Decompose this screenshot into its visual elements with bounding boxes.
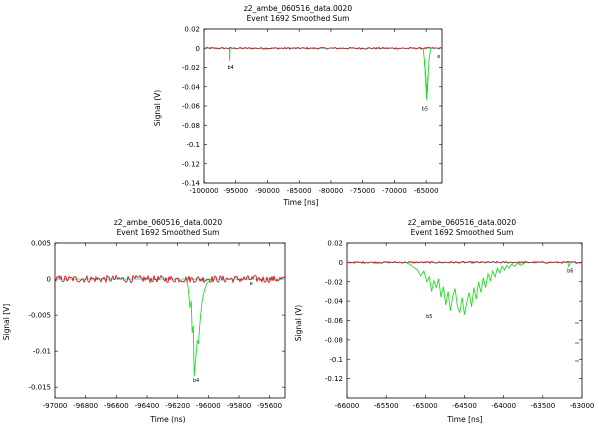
x-tick-label-bottom-left: -97000 [43, 402, 68, 410]
y-tick-label-bottom-left: -0.015 [28, 384, 51, 392]
chart-panel-top: z2_ambe_060516_data.0020 Event 1692 Smoo… [153, 4, 352, 207]
x-axis-label-bottom-left: Time (ns) [149, 415, 185, 424]
annotation-label-top: e [437, 54, 440, 60]
x-tick-label-top: -75000 [350, 187, 375, 195]
x-tick-label-bottom-left: -96000 [196, 402, 221, 410]
x-tick-label-top: -70000 [382, 187, 407, 195]
y-tick-label-bottom-left: -0.005 [28, 312, 51, 320]
annotation-label-bottom-right: b5 [426, 314, 432, 320]
y-tick-label-top: -0.06 [182, 103, 201, 111]
x-tick-label-bottom-right: -65500 [374, 402, 399, 410]
pulse-line-bottom-right-2 [405, 261, 528, 315]
y-axis-label-top: Signal (V) [153, 90, 162, 126]
x-tick-label-top: -80000 [319, 187, 344, 195]
y-tick-label-bottom-left: 0.005 [31, 240, 51, 248]
y-tick-label-bottom-right: 0 [339, 259, 343, 267]
x-tick-label-bottom-left: -96800 [73, 402, 98, 410]
x-tick-label-bottom-right: -65000 [413, 402, 438, 410]
x-tick-label-top: -95000 [223, 187, 248, 195]
x-tick-label-bottom-left: -96400 [135, 402, 160, 410]
pulse-line-top-2 [228, 48, 231, 61]
x-tick-label-bottom-left: -95600 [257, 402, 282, 410]
plot-frame-bottom-left [54, 242, 286, 399]
y-tick-label-top: -0.1 [186, 141, 200, 149]
y-tick-label-bottom-left: 0 [47, 276, 51, 284]
y-tick-label-bottom-right: -0.04 [325, 298, 344, 306]
chart-subtitle-bottom-right: Event 1692 Smoothed Sum [411, 228, 514, 237]
chart-panel-bottom-left: z2_ambe_060516_data.0020 Event 1692 Smoo… [2, 218, 222, 424]
signal-line-bottom-left [54, 274, 286, 284]
y-tick-label-top: -0.04 [182, 83, 201, 91]
x-axis-label-bottom-right: Time [ns] [446, 415, 482, 424]
annotation-label-top: b5 [422, 106, 428, 112]
x-tick-label-bottom-right: -64000 [491, 402, 516, 410]
annotation-label-top: b4 [227, 65, 233, 71]
signal-line-top [203, 46, 443, 50]
y-axis-label-bottom-left: Signal [V] [2, 304, 11, 340]
pulse-line-top-3 [422, 48, 432, 101]
annotation-label-bottom-left: b4 [193, 378, 199, 384]
plot-frame-top [203, 28, 443, 184]
y-tick-label-bottom-right: -0.12 [325, 375, 343, 383]
chart-panel-bottom-right: z2_ambe_060516_data.0020 Event 1692 Smoo… [294, 218, 516, 424]
chart-subtitle-top: Event 1692 Smoothed Sum [247, 14, 350, 23]
chart-title-bottom-right: z2_ambe_060516_data.0020 [408, 218, 516, 227]
y-tick-label-top: -0.14 [182, 180, 201, 188]
x-tick-label-top: -85000 [287, 187, 312, 195]
annotation-label-bottom-right: b6 [567, 269, 573, 275]
y-tick-label-top: 0.02 [184, 26, 200, 34]
y-tick-label-bottom-right: -0.06 [325, 317, 344, 325]
x-tick-label-bottom-left: -96200 [165, 402, 190, 410]
signal-line-bottom-right [346, 260, 583, 265]
y-tick-label-top: -0.08 [182, 122, 200, 130]
x-tick-label-bottom-right: -66000 [335, 402, 360, 410]
y-tick-label-bottom-right: -0.02 [325, 278, 343, 286]
y-tick-label-top: -0.12 [182, 160, 200, 168]
chart-title-bottom-left: z2_ambe_060516_data.0020 [114, 218, 222, 227]
x-tick-label-bottom-left: -95800 [227, 402, 252, 410]
y-tick-label-bottom-right: -0.1 [329, 356, 343, 364]
x-tick-label-bottom-right: -64500 [452, 402, 477, 410]
pulse-line-bottom-left-2 [186, 278, 212, 377]
x-tick-label-top: -65000 [414, 187, 439, 195]
x-tick-label-bottom-right: -63000 [570, 402, 595, 410]
x-tick-label-top: -90000 [255, 187, 280, 195]
x-tick-label-top: -100000 [189, 187, 218, 195]
annotation-label-bottom-left: e [250, 281, 253, 287]
y-axis-label-bottom-right: Signal (V) [294, 305, 303, 341]
pulse-line-bottom-right-3 [567, 262, 571, 268]
chart-subtitle-bottom-left: Event 1692 Smoothed Sum [117, 228, 220, 237]
x-tick-label-bottom-left: -96600 [104, 402, 129, 410]
y-tick-label-bottom-right: 0.02 [327, 240, 343, 248]
chart-title-top: z2_ambe_060516_data.0020 [244, 4, 352, 13]
plot-frame-bottom-right [346, 242, 583, 399]
x-axis-label-top: Time [ns] [282, 198, 318, 207]
y-tick-label-bottom-right: -0.08 [325, 336, 343, 344]
x-tick-label-bottom-right: -63500 [530, 402, 555, 410]
y-tick-label-bottom-left: -0.01 [33, 348, 51, 356]
y-tick-label-top: 0 [196, 45, 200, 53]
y-tick-label-top: -0.02 [182, 64, 200, 72]
